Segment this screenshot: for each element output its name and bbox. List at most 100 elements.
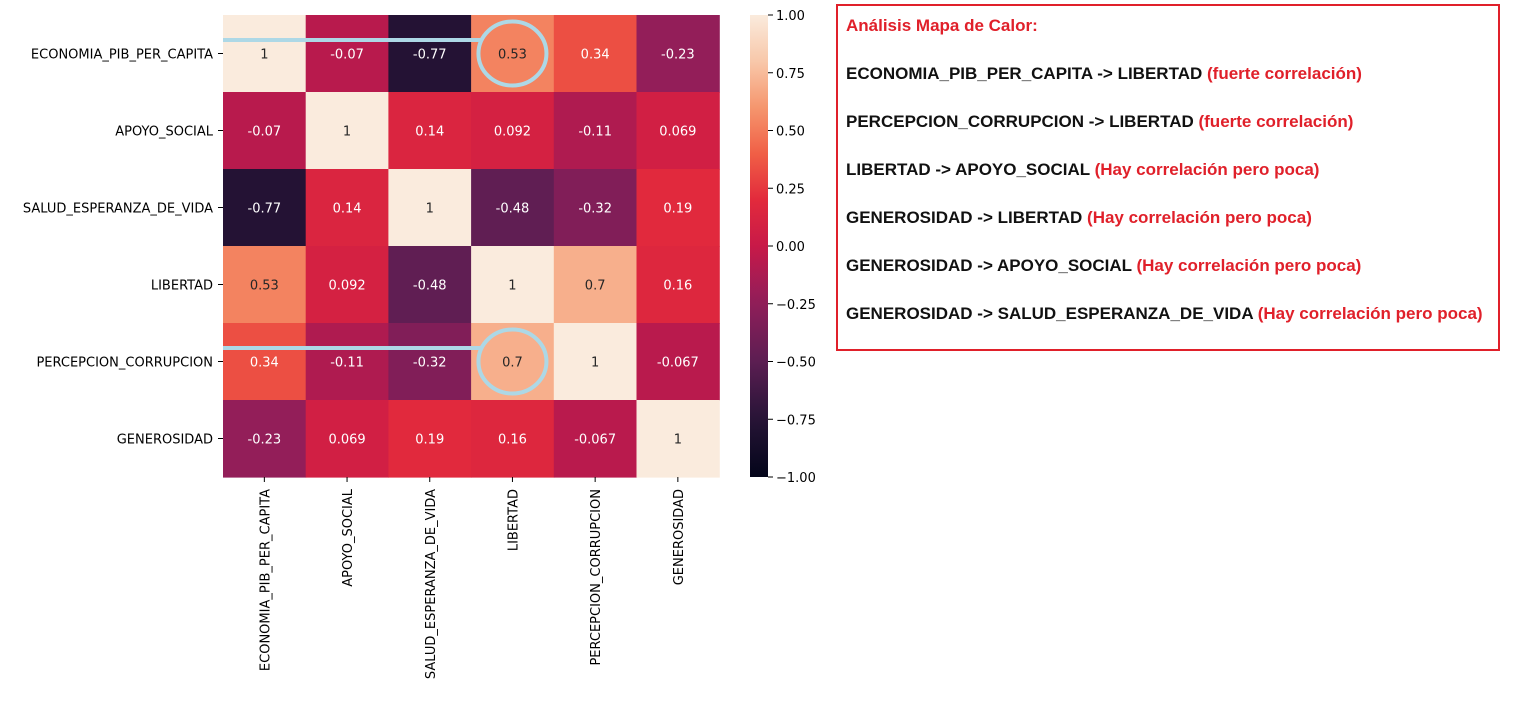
finding-5: GENEROSIDAD -> APOYO_SOCIAL (Hay correla… [846, 256, 1361, 276]
cell-value-label-r2-c4: -0.32 [578, 202, 612, 217]
heatmap-cell-r2-c4 [553, 169, 638, 247]
heatmap-cell-r2-c0 [223, 169, 307, 247]
finding-note: (Hay correlación pero poca) [1257, 304, 1483, 323]
heatmap-cell-r3-c4 [553, 246, 638, 324]
highlight-circle-2 [476, 327, 549, 396]
colorbar-tick-label-6: −0.50 [776, 356, 816, 371]
cell-value-label-r5-c5: 1 [674, 433, 682, 448]
x-axis-label-2: SALUD_ESPERANZA_DE_VIDA [424, 489, 439, 679]
heatmap-cell-r5-c1 [305, 400, 389, 478]
heatmap-cell-r4-c1 [305, 323, 389, 401]
cell-value-label-r0-c1: -0.07 [330, 48, 364, 63]
heatmap-cell-r4-c4 [553, 323, 638, 401]
colorbar-tick-label-1: 0.75 [776, 67, 805, 82]
finding-note: (fuerte correlación) [1207, 64, 1362, 83]
x-axis-label-4: PERCEPCION_CORRUPCION [589, 489, 604, 666]
heatmap-cell-r3-c3 [471, 246, 555, 324]
y-axis-label-2: SALUD_ESPERANZA_DE_VIDA [23, 202, 213, 217]
cell-value-label-r4-c0: 0.34 [250, 356, 279, 371]
cell-value-label-r1-c3: 0.092 [494, 125, 531, 140]
colorbar-tick-label-5: −0.25 [776, 298, 816, 313]
heatmap-cell-r0-c4 [553, 15, 638, 93]
cell-value-label-r3-c5: 0.16 [663, 279, 692, 294]
heatmap-cell-r5-c2 [388, 400, 472, 478]
colorbar-tick-label-4: 0.00 [776, 240, 805, 255]
cell-value-label-r5-c3: 0.16 [498, 433, 527, 448]
heatmap-cell-r1-c3 [471, 92, 555, 170]
heatmap-cell-r1-c1 [305, 92, 389, 170]
y-axis-label-4: PERCEPCION_CORRUPCION [36, 356, 213, 371]
finding-note: (fuerte correlación) [1198, 112, 1354, 131]
heatmap-cell-r2-c2 [388, 169, 472, 247]
cell-value-label-r1-c2: 0.14 [415, 125, 444, 140]
highlight-annotations [223, 19, 549, 396]
cell-value-label-r3-c0: 0.53 [250, 279, 279, 294]
x-axis-label-3: LIBERTAD [506, 489, 521, 551]
finding-pair: ECONOMIA_PIB_PER_CAPITA -> LIBERTAD [846, 64, 1203, 83]
heatmap-cell-r2-c1 [305, 169, 389, 247]
cell-value-label-r1-c5: 0.069 [659, 125, 696, 140]
analysis-title: Análisis Mapa de Calor: [846, 16, 1038, 35]
heatmap-cell-r1-c0 [223, 92, 307, 170]
cell-value-label-r0-c2: -0.77 [413, 48, 447, 63]
heatmap-cell-r5-c3 [471, 400, 555, 478]
heatmap-cell-r2-c5 [636, 169, 720, 247]
finding-2: PERCEPCION_CORRUPCION -> LIBERTAD (fuert… [846, 112, 1353, 132]
cell-value-label-r0-c0: 1 [260, 48, 268, 63]
cell-value-label-r3-c1: 0.092 [328, 279, 365, 294]
heatmap-cell-r2-c3 [471, 169, 555, 247]
cell-value-label-r4-c5: -0.067 [657, 356, 699, 371]
finding-pair: PERCEPCION_CORRUPCION -> LIBERTAD [846, 112, 1194, 131]
cell-value-label-r0-c4: 0.34 [581, 48, 610, 63]
heatmap-cell-r5-c0 [223, 400, 307, 478]
heatmap-cell-r5-c5 [636, 400, 720, 478]
heatmap-cell-r1-c2 [388, 92, 472, 170]
heatmap-cell-r4-c0 [223, 323, 307, 401]
cell-value-label-r2-c3: -0.48 [496, 202, 530, 217]
heatmap-cells: 1 -0.07 -0.77 0.53 0.34 -0.23 -0.07 1 0.14 0.092 -… [223, 15, 720, 478]
cell-value-label-r3-c3: 1 [508, 279, 516, 294]
y-axis-label-3: LIBERTAD [151, 279, 213, 294]
finding-pair: GENEROSIDAD -> SALUD_ESPERANZA_DE_VIDA [846, 304, 1253, 323]
finding-note: (Hay correlación pero poca) [1094, 160, 1320, 179]
heatmap-cell-r4-c2 [388, 323, 472, 401]
heatmap-cell-r0-c1 [305, 15, 389, 93]
heatmap-cell-r0-c2 [388, 15, 472, 93]
cell-value-label-r1-c4: -0.11 [578, 125, 612, 140]
cell-value-label-r3-c2: -0.48 [413, 279, 447, 294]
correlation-heatmap: 1 -0.07 -0.77 0.53 0.34 -0.23 -0.07 1 0.14 0.092 -… [23, 9, 816, 679]
x-axis-label-1: APOYO_SOCIAL [341, 488, 356, 587]
highlight-circle-1 [476, 19, 549, 88]
cell-value-label-r1-c0: -0.07 [248, 125, 282, 140]
cell-value-label-r5-c2: 0.19 [415, 433, 444, 448]
analysis-panel: Análisis Mapa de Calor: ECONOMIA_PIB_PER… [836, 4, 1500, 351]
finding-pair: LIBERTAD -> APOYO_SOCIAL [846, 160, 1090, 179]
finding-1: ECONOMIA_PIB_PER_CAPITA -> LIBERTAD (fue… [846, 64, 1362, 84]
heatmap-cell-r4-c5 [636, 323, 720, 401]
colorbar: 1.00 0.75 0.50 0.25 0.00 −0.25 −0.50 −0.75 −1.00 [750, 9, 816, 486]
heatmap-cell-r0-c5 [636, 15, 720, 93]
x-axis-label-5: GENEROSIDAD [672, 489, 687, 585]
cell-value-label-r2-c5: 0.19 [663, 202, 692, 217]
finding-note: (Hay correlación pero poca) [1087, 208, 1312, 227]
cell-value-label-r1-c1: 1 [343, 125, 351, 140]
finding-pair: GENEROSIDAD -> APOYO_SOCIAL [846, 256, 1132, 275]
colorbar-tick-label-8: −1.00 [776, 471, 816, 486]
y-axis-label-5: GENEROSIDAD [117, 433, 213, 448]
cell-value-label-r0-c3: 0.53 [498, 48, 527, 63]
colorbar-gradient [750, 15, 768, 477]
finding-pair: GENEROSIDAD -> LIBERTAD [846, 208, 1083, 227]
heatmap-cell-r5-c4 [553, 400, 638, 478]
colorbar-tick-label-2: 0.50 [776, 125, 805, 140]
colorbar-tick-label-0: 1.00 [776, 9, 805, 24]
heatmap-cell-r4-c3 [471, 323, 555, 401]
cell-value-label-r5-c4: -0.067 [574, 433, 616, 448]
heatmap-cell-r3-c2 [388, 246, 472, 324]
cell-value-label-r2-c1: 0.14 [333, 202, 362, 217]
cell-value-label-r3-c4: 0.7 [585, 279, 606, 294]
y-axis-label-0: ECONOMIA_PIB_PER_CAPITA [31, 48, 213, 63]
heatmap-cell-r1-c5 [636, 92, 720, 170]
cell-value-label-r2-c0: -0.77 [248, 202, 282, 217]
cell-value-label-r0-c5: -0.23 [661, 48, 695, 63]
cell-value-label-r2-c2: 1 [426, 202, 434, 217]
